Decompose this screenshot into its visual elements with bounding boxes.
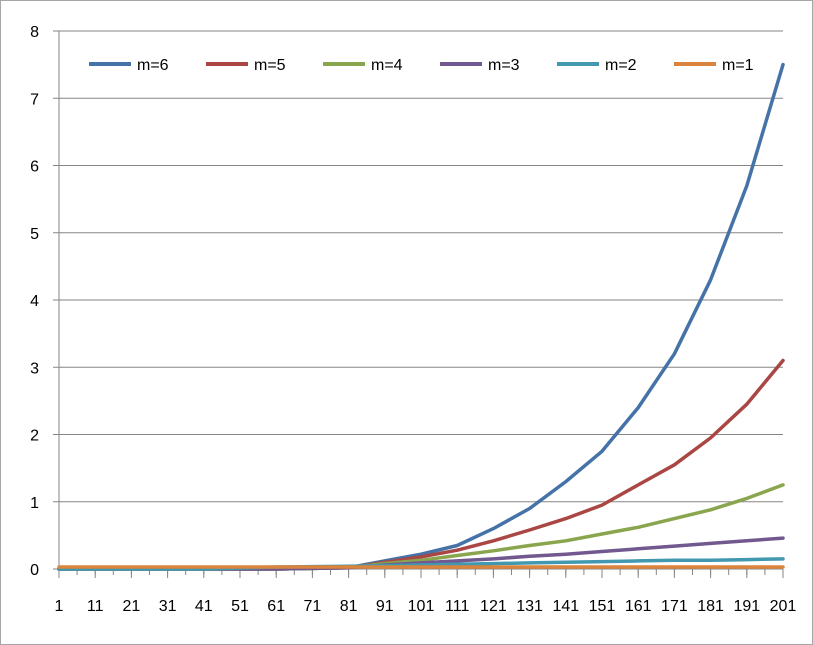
- x-tick-label: 171: [661, 598, 688, 615]
- x-tick-label: 41: [195, 598, 213, 615]
- x-tick-label: 71: [304, 598, 322, 615]
- y-tick-label: 4: [30, 293, 39, 310]
- series-line-m6: [57, 62, 785, 571]
- legend-label: m=5: [254, 57, 286, 74]
- series-line-m5: [57, 358, 785, 571]
- x-tick-label: 191: [733, 598, 760, 615]
- legend-label: m=4: [371, 57, 403, 74]
- x-tick-label: 111: [445, 598, 469, 615]
- x-tick-label: 201: [770, 598, 797, 615]
- y-tick-label: 2: [30, 428, 39, 445]
- x-tick-label: 141: [552, 598, 579, 615]
- legend-label: m=2: [605, 57, 637, 74]
- legend: m=6 m=5 m=4 m=3 m=2 m=1: [89, 57, 754, 74]
- x-tick-label: 51: [231, 598, 249, 615]
- x-tick-label: 131: [516, 598, 543, 615]
- x-tick-label: 11: [87, 598, 104, 615]
- legend-label: m=1: [722, 57, 754, 74]
- x-tick-label: 31: [159, 598, 177, 615]
- legend-label: m=3: [488, 57, 520, 74]
- x-tick-label: 181: [697, 598, 724, 615]
- y-tick-label: 3: [30, 360, 39, 377]
- x-tick-label: 101: [408, 598, 435, 615]
- y-tick-label: 6: [30, 159, 39, 176]
- x-tick-label: 91: [376, 598, 394, 615]
- x-tick-label: 1: [55, 598, 64, 615]
- legend-label: m=6: [137, 57, 169, 74]
- x-tick-label: 121: [480, 598, 507, 615]
- y-tick-label: 0: [30, 562, 39, 579]
- x-tick-label: 151: [589, 598, 616, 615]
- series-lines: [57, 62, 785, 571]
- x-tick-label: 21: [123, 598, 141, 615]
- x-tick-label: 61: [267, 598, 285, 615]
- y-tick-label: 1: [30, 495, 39, 512]
- y-tick-label: 7: [30, 91, 39, 108]
- gridlines: [59, 30, 783, 503]
- y-tick-label: 5: [30, 226, 39, 243]
- x-tick-label: 81: [340, 598, 358, 615]
- x-tick-label: 161: [625, 598, 652, 615]
- y-tick-label: 8: [30, 24, 39, 41]
